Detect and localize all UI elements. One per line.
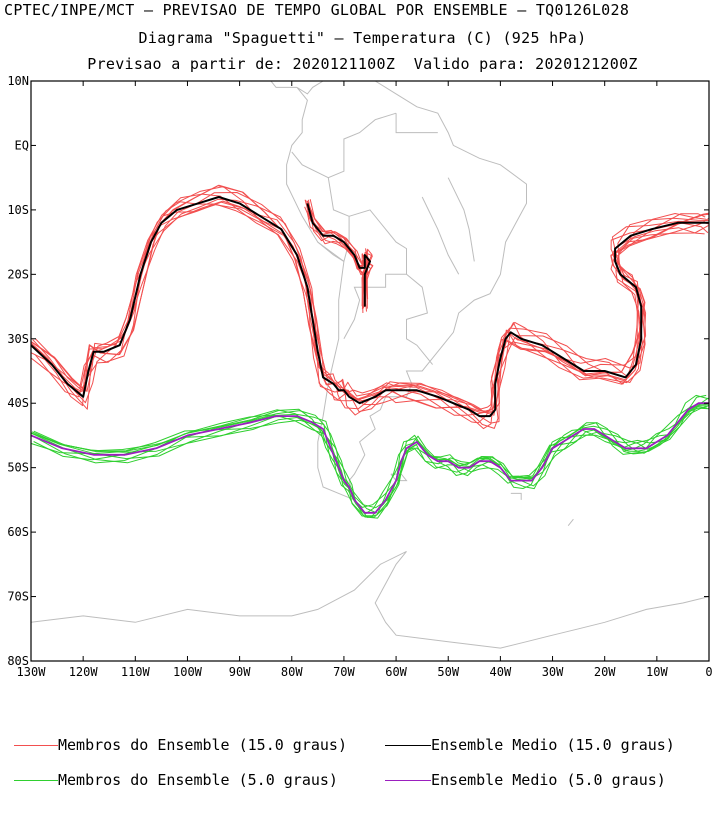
coastline [395, 113, 438, 134]
lon-tick-label: 30W [542, 665, 564, 679]
member-15-line [31, 192, 709, 416]
lon-tick-label: 100W [173, 665, 203, 679]
lon-tick-label: 50W [437, 665, 459, 679]
coastline-layer [31, 81, 709, 649]
legend-members-15: Membros do Ensemble (15.0 graus) [14, 736, 374, 790]
legend-mean-15: Ensemble Medio (15.0 graus) [385, 736, 715, 790]
members-15-layer [31, 184, 709, 430]
lon-tick-label: 60W [385, 665, 407, 679]
lat-tick-label: 50S [7, 461, 29, 475]
coastline [447, 177, 475, 262]
lat-tick-label: 80S [7, 654, 29, 668]
member-15-branch-line [306, 200, 374, 308]
legend-mean-5: Ensemble Medio (5.0 graus) [385, 771, 715, 825]
member-15-branch-line [304, 199, 370, 300]
legend-members-15-label: Membros do Ensemble (15.0 graus) [58, 736, 347, 754]
lat-tick-label: 60S [7, 525, 29, 539]
member-15-line [33, 201, 709, 429]
legend-members-15-swatch [14, 745, 58, 746]
lat-tick-label: 10S [7, 203, 29, 217]
lat-tick-label: 40S [7, 396, 29, 410]
legend-members-5-label: Membros do Ensemble (5.0 graus) [58, 771, 338, 789]
legend-mean-5-swatch [385, 780, 431, 781]
lon-tick-label: 110W [121, 665, 151, 679]
mean-15-branch-line [306, 203, 371, 307]
member-5-line [31, 405, 709, 515]
legend-mean-15-label: Ensemble Medio (15.0 graus) [431, 736, 675, 754]
member-15-branch-line [308, 199, 368, 302]
lon-tick-label: 40W [490, 665, 512, 679]
title-line-1: CPTEC/INPE/MCT — PREVISAO DE TEMPO GLOBA… [4, 1, 630, 19]
lon-tick-label: 120W [69, 665, 99, 679]
members-5-layer [31, 394, 709, 519]
lon-tick-label: 80W [281, 665, 303, 679]
lon-tick-label: 20W [594, 665, 616, 679]
mean-15-line [31, 196, 709, 418]
lat-tick-label: EQ [15, 138, 29, 152]
member-5-line [33, 405, 707, 518]
legend-members-5: Membros do Ensemble (5.0 graus) [14, 771, 374, 825]
coastline [567, 518, 574, 527]
mean-5-line [31, 402, 709, 514]
member-5-line [32, 397, 709, 508]
coastline [291, 151, 329, 179]
legend-mean-15-swatch [385, 745, 431, 746]
member-5-line [31, 407, 709, 518]
coastline [270, 81, 297, 88]
ensemble-mean-layer [31, 196, 709, 514]
member-5-line [31, 403, 709, 517]
coastline [406, 273, 433, 365]
coastline [317, 241, 345, 262]
lon-tick-label: 90W [229, 665, 251, 679]
coastline [421, 196, 460, 275]
member-15-branch-line [309, 209, 369, 314]
lat-tick-label: 70S [7, 590, 29, 604]
lat-tick-label: 20S [7, 267, 29, 281]
title-line-3: Previsao a partir de: 2020121100Z Valido… [87, 55, 638, 73]
lon-tick-label: 130W [17, 665, 47, 679]
member-15-line [34, 200, 705, 430]
member-5-line [31, 394, 709, 514]
coastline [327, 112, 397, 262]
lat-tick-label: 30S [7, 332, 29, 346]
member-5-line [31, 405, 708, 519]
member-5-line [33, 394, 707, 509]
lon-tick-label: 10W [646, 665, 668, 679]
coastline [348, 209, 407, 275]
legend-mean-5-label: Ensemble Medio (5.0 graus) [431, 771, 666, 789]
lat-tick-label: 10N [7, 74, 29, 88]
coastline [31, 550, 709, 649]
coastline [343, 273, 407, 340]
coastline [510, 492, 522, 500]
lon-tick-label: 70W [333, 665, 355, 679]
lon-tick-label: 0 [705, 665, 712, 679]
legend-members-5-swatch [14, 780, 58, 781]
map-frame [30, 80, 710, 662]
title-line-2: Diagrama "Spaguetti" — Temperatura (C) (… [138, 29, 587, 47]
